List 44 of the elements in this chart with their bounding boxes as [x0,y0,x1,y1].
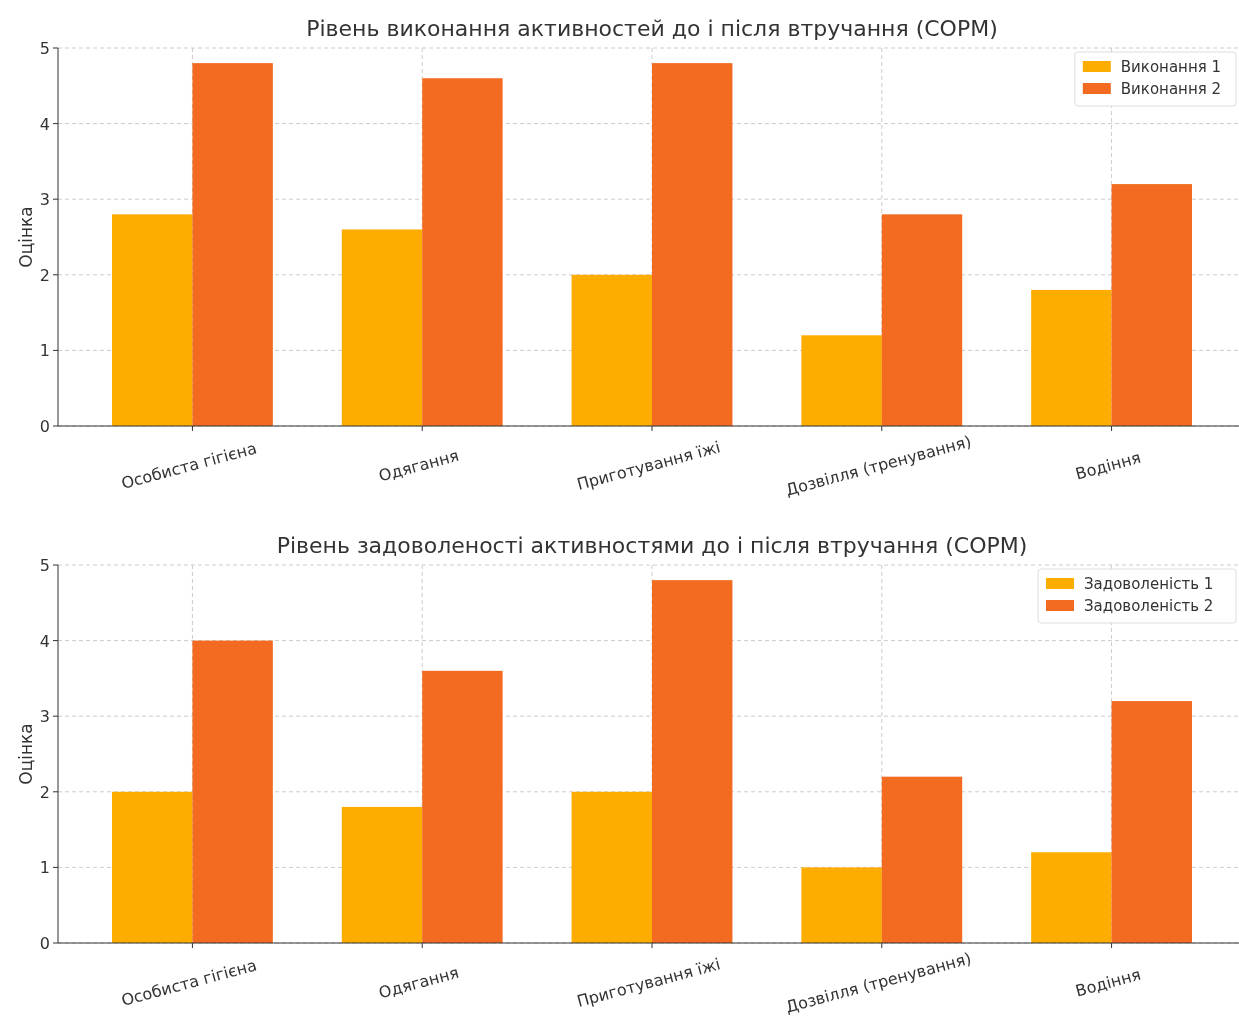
legend-label: Виконання 2 [1120,80,1222,98]
bar [341,806,423,943]
bar [571,274,652,426]
y-tick-label: 0 [39,417,50,436]
x-tick-label: Особиста гігієна [119,438,259,493]
y-tick-label: 2 [39,265,50,285]
bar [1031,852,1112,943]
bar [422,670,503,943]
bar [801,335,882,426]
y-tick-label: 4 [39,114,50,134]
bar [192,640,273,943]
y-tick-label: 0 [39,934,50,953]
y-axis-title: Оцінка [16,206,36,268]
y-tick-label: 5 [39,39,50,58]
bar [112,791,193,943]
x-tick-label: Особиста гігієна [119,955,259,1010]
bar [881,214,963,426]
bar [652,63,733,426]
bar [571,791,652,943]
y-tick-label: 2 [39,782,50,802]
y-tick-label: 4 [39,631,50,651]
bar [192,63,273,426]
bar [112,214,193,426]
bar [1031,289,1112,426]
legend-label: Задоволеність 2 [1084,597,1214,615]
chart-title: Рівень виконання активностей до і після втручання (COPM) [306,16,998,41]
bar [422,78,503,426]
bar [881,776,963,943]
bar [801,867,882,943]
bar [1111,701,1192,943]
bar [1111,184,1192,426]
y-tick-label: 3 [39,190,50,210]
y-tick-label: 5 [39,556,50,575]
y-tick-label: 1 [39,341,50,361]
legend-label: Виконання 1 [1120,58,1222,76]
x-tick-label: Водіння [1073,964,1143,1001]
y-tick-label: 1 [39,858,50,878]
y-tick-label: 3 [39,707,50,727]
chart-title: Рівень задоволеності активностями до і після втручання (COPM) [276,533,1028,558]
legend-label: Задоволеність 1 [1084,575,1214,593]
x-tick-label: Водіння [1073,447,1143,484]
y-axis-title: Оцінка [16,723,36,785]
bar [652,580,733,943]
bar [341,229,423,426]
